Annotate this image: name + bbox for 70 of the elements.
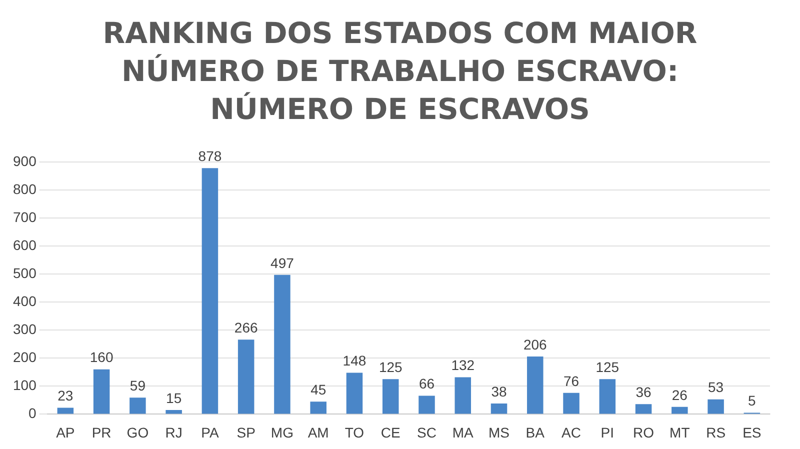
x-tick-label: AM	[308, 424, 329, 440]
bar	[527, 356, 544, 414]
bar	[130, 398, 146, 414]
bar	[672, 406, 688, 414]
x-tick-label: RS	[706, 424, 726, 440]
x-tick-label: ES	[742, 424, 762, 440]
x-tick-label: SP	[236, 424, 256, 440]
bar	[563, 392, 580, 414]
bar	[599, 379, 616, 414]
data-label: 160	[90, 349, 114, 366]
bar	[274, 274, 290, 414]
bar	[166, 410, 182, 414]
data-label: 23	[58, 388, 74, 404]
y-tick-label: 400	[13, 292, 37, 309]
x-tick-label: GO	[126, 424, 149, 440]
data-label: 76	[563, 372, 580, 389]
x-tick-label: MA	[452, 424, 474, 440]
data-label: 878	[198, 148, 222, 164]
y-tick-label: 800	[13, 180, 37, 197]
data-label: 132	[451, 357, 475, 374]
y-tick-label: 0	[28, 405, 37, 422]
y-tick-label: 200	[13, 349, 37, 366]
data-label: 45	[310, 381, 326, 398]
x-tick-label: MT	[670, 424, 690, 440]
bar	[382, 379, 399, 414]
x-tick-label: PR	[92, 424, 112, 440]
y-tick-label: 500	[13, 264, 37, 281]
bar	[708, 399, 724, 414]
data-label: 206	[523, 336, 548, 352]
y-tick-label: 700	[13, 208, 37, 225]
bar	[490, 404, 508, 414]
x-tick-label: PI	[600, 424, 614, 440]
x-tick-label: AP	[56, 424, 75, 440]
data-label: 59	[130, 378, 146, 394]
bar	[635, 404, 652, 414]
x-tick-label: MG	[270, 424, 294, 440]
data-label: 36	[636, 384, 652, 400]
x-tick-label: PA	[201, 424, 220, 440]
y-tick-label: 100	[13, 377, 37, 394]
bar	[454, 377, 472, 414]
data-label: 53	[708, 379, 724, 396]
data-label: 125	[596, 359, 620, 376]
x-tick-label: MS	[488, 424, 510, 440]
x-tick-label: RJ	[165, 424, 182, 440]
y-tick-label: 600	[13, 236, 37, 253]
y-tick-label: 900	[13, 152, 37, 169]
bar	[238, 340, 254, 414]
data-label: 15	[166, 390, 182, 406]
x-tick-label: TO	[344, 424, 364, 440]
x-tick-label: BA	[526, 424, 546, 440]
data-label: 125	[378, 359, 403, 376]
x-tick-label: CE	[380, 424, 400, 440]
data-label: 266	[234, 320, 258, 336]
data-label: 5	[748, 392, 756, 409]
chart-title: RANKING DOS ESTADOS COM MAIOR NÚMERO DE TRABALHO ESCRAVO: NÚMERO DE ESCRAVOS	[102, 15, 698, 128]
data-label: 148	[342, 352, 366, 369]
bar	[310, 402, 326, 414]
bar	[202, 168, 218, 414]
y-tick-label: 300	[13, 320, 37, 337]
bar	[93, 369, 110, 414]
bar	[346, 372, 363, 414]
x-tick-label: AC	[562, 424, 581, 440]
data-label: 38	[491, 383, 508, 400]
data-label: 66	[418, 376, 435, 392]
bar	[57, 408, 74, 414]
data-label: 26	[672, 386, 688, 403]
data-label: 497	[270, 254, 294, 271]
bar	[418, 396, 435, 414]
x-tick-label: RO	[633, 424, 654, 440]
x-tick-label: SC	[417, 424, 436, 440]
